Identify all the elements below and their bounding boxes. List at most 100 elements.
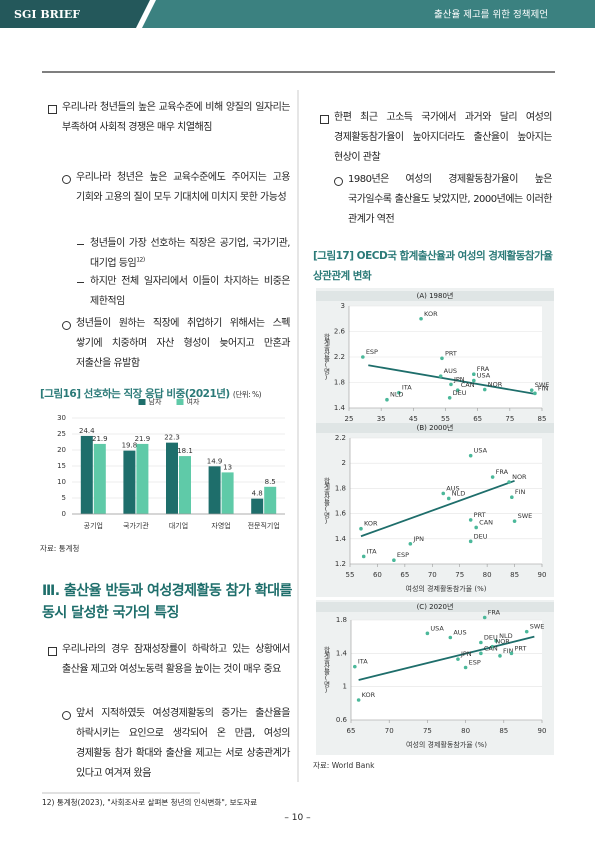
- point-label: SWE: [535, 381, 550, 389]
- square-bullet: [320, 115, 329, 124]
- point-label: DEU: [453, 389, 467, 397]
- point-label: CAN: [461, 381, 475, 389]
- header-slant: [136, 0, 156, 28]
- panel-title-strip: [316, 291, 554, 301]
- legend-label: 여자: [187, 397, 200, 406]
- point: [455, 388, 460, 392]
- dash-bullet: [77, 282, 84, 283]
- circle-bullet: [334, 177, 343, 186]
- point-label: PRT: [514, 644, 526, 652]
- y-tick-label: 0: [62, 510, 66, 518]
- y-tick-label: 1: [343, 683, 347, 691]
- y-tick-label: 1.4: [335, 535, 347, 543]
- paragraph-text: 청년들이 가장 선호하는 직장은 공기업, 국가기관, 대기업 등임: [90, 238, 291, 269]
- header-brand: SGI BRIEF: [14, 8, 80, 21]
- figure-source: 자료: 통계청: [40, 544, 80, 553]
- footnote-ref: 12): [136, 256, 145, 264]
- x-tick-label: 75: [455, 571, 464, 579]
- point: [494, 639, 498, 643]
- bar: [179, 456, 191, 514]
- header-brand-block: [0, 0, 150, 28]
- point-label: ESP: [397, 551, 409, 559]
- point-label: CAN: [479, 518, 493, 526]
- bar: [93, 443, 106, 514]
- panel-title-strip: [316, 602, 554, 612]
- point: [456, 657, 460, 661]
- circle-bullet: [62, 321, 71, 330]
- x-tick-label: 85: [538, 415, 547, 423]
- point: [449, 382, 453, 387]
- circle-bullet: [62, 711, 71, 720]
- point-label: JPN: [453, 375, 465, 383]
- point-label: KOR: [362, 691, 376, 699]
- y-tick-label: 2.2: [334, 353, 345, 361]
- x-tick-label: 전문직기업: [248, 521, 280, 530]
- point-label: ITA: [402, 384, 412, 392]
- trend-line: [358, 635, 535, 681]
- footnote: 12) 통계청(2023), "사회조사로 살펴본 청년의 인식변화", 보도자…: [42, 798, 258, 807]
- point-label: ITA: [358, 658, 368, 666]
- point-label: FRA: [488, 609, 501, 617]
- x-tick-label: 55: [346, 571, 355, 579]
- legend-swatch: [138, 399, 146, 405]
- x-tick-label: 65: [473, 415, 482, 423]
- x-tick-label: 35: [377, 415, 386, 423]
- point-label: PRT: [474, 511, 486, 519]
- paragraph: 청년들이 가장 선호하는 직장은 공기업, 국가기관, 대기업 등임12): [90, 234, 291, 274]
- bar: [136, 443, 149, 514]
- point: [441, 491, 446, 496]
- point-label: SWE: [518, 512, 533, 520]
- point: [468, 518, 473, 522]
- point-label: DEU: [484, 634, 498, 642]
- point: [468, 453, 473, 458]
- point: [361, 554, 366, 559]
- bar: [80, 435, 93, 514]
- point: [533, 391, 537, 396]
- x-tick-label: 대기업: [169, 521, 188, 530]
- y-tick-label: 0.6: [336, 716, 348, 724]
- y-tick-label: 1.8: [335, 484, 346, 492]
- paragraph: 앞서 지적하였듯 여성경제활동의 증가는 출산율을 하락시키는 요인으로 생각되…: [76, 708, 291, 779]
- y-axis-label: 합계출산율(명): [322, 476, 330, 525]
- x-tick-label: 90: [538, 571, 547, 579]
- point-label: PRT: [445, 349, 457, 357]
- page-number: – 10 –: [284, 813, 311, 823]
- bar: [208, 466, 221, 514]
- point-label: AUS: [444, 367, 457, 375]
- y-tick-label: 1.8: [336, 616, 347, 624]
- point: [482, 615, 487, 620]
- y-tick-label: 2.2: [335, 434, 346, 442]
- x-tick-label: 75: [423, 727, 432, 735]
- point-label: AUS: [453, 629, 466, 637]
- y-tick-label: 1.8: [334, 379, 345, 387]
- point-label: CAN: [484, 644, 498, 652]
- point-label: FIN: [538, 384, 549, 392]
- plot-area: [351, 620, 542, 720]
- bar: [166, 442, 178, 514]
- y-tick-label: 1.4: [336, 649, 348, 657]
- x-axis-label: 여성의 경제활동참가율 (%): [406, 584, 487, 593]
- paragraph: 1980년은 여성의 경제활동참가율이 높은 국가일수록 출산율도 낮았지만, …: [348, 174, 553, 225]
- paragraph: 우리나라의 경우 잠재성장률이 하락하고 있는 상황에서 출산율 제고와 여성노…: [62, 644, 291, 675]
- y-tick-label: 30: [57, 414, 66, 422]
- circle-bullet: [62, 175, 71, 184]
- point-label: FRA: [477, 365, 490, 373]
- paragraph: 청년들이 원하는 직장에 취업하기 위해서는 스펙 쌓기에 치중하며 자산 형성…: [76, 318, 291, 369]
- x-axis-label: 여성의 경제활동참가율 (%): [406, 740, 487, 749]
- dash-bullet: [77, 244, 84, 245]
- point-label: ESP: [469, 659, 481, 667]
- legend-label: 남자: [149, 397, 162, 406]
- figure-source: 자료: World Bank: [313, 761, 375, 770]
- point: [446, 496, 451, 501]
- point: [356, 698, 361, 702]
- value-label: 4.8: [252, 490, 263, 498]
- legend-swatch: [176, 399, 184, 405]
- x-tick-label: 60: [373, 571, 382, 579]
- x-tick-label: 70: [385, 727, 394, 735]
- x-tick-label: 70: [428, 571, 437, 579]
- point: [472, 378, 476, 383]
- point: [468, 539, 473, 544]
- y-tick-label: 1.4: [334, 404, 346, 412]
- x-tick-label: 공기업: [84, 521, 103, 530]
